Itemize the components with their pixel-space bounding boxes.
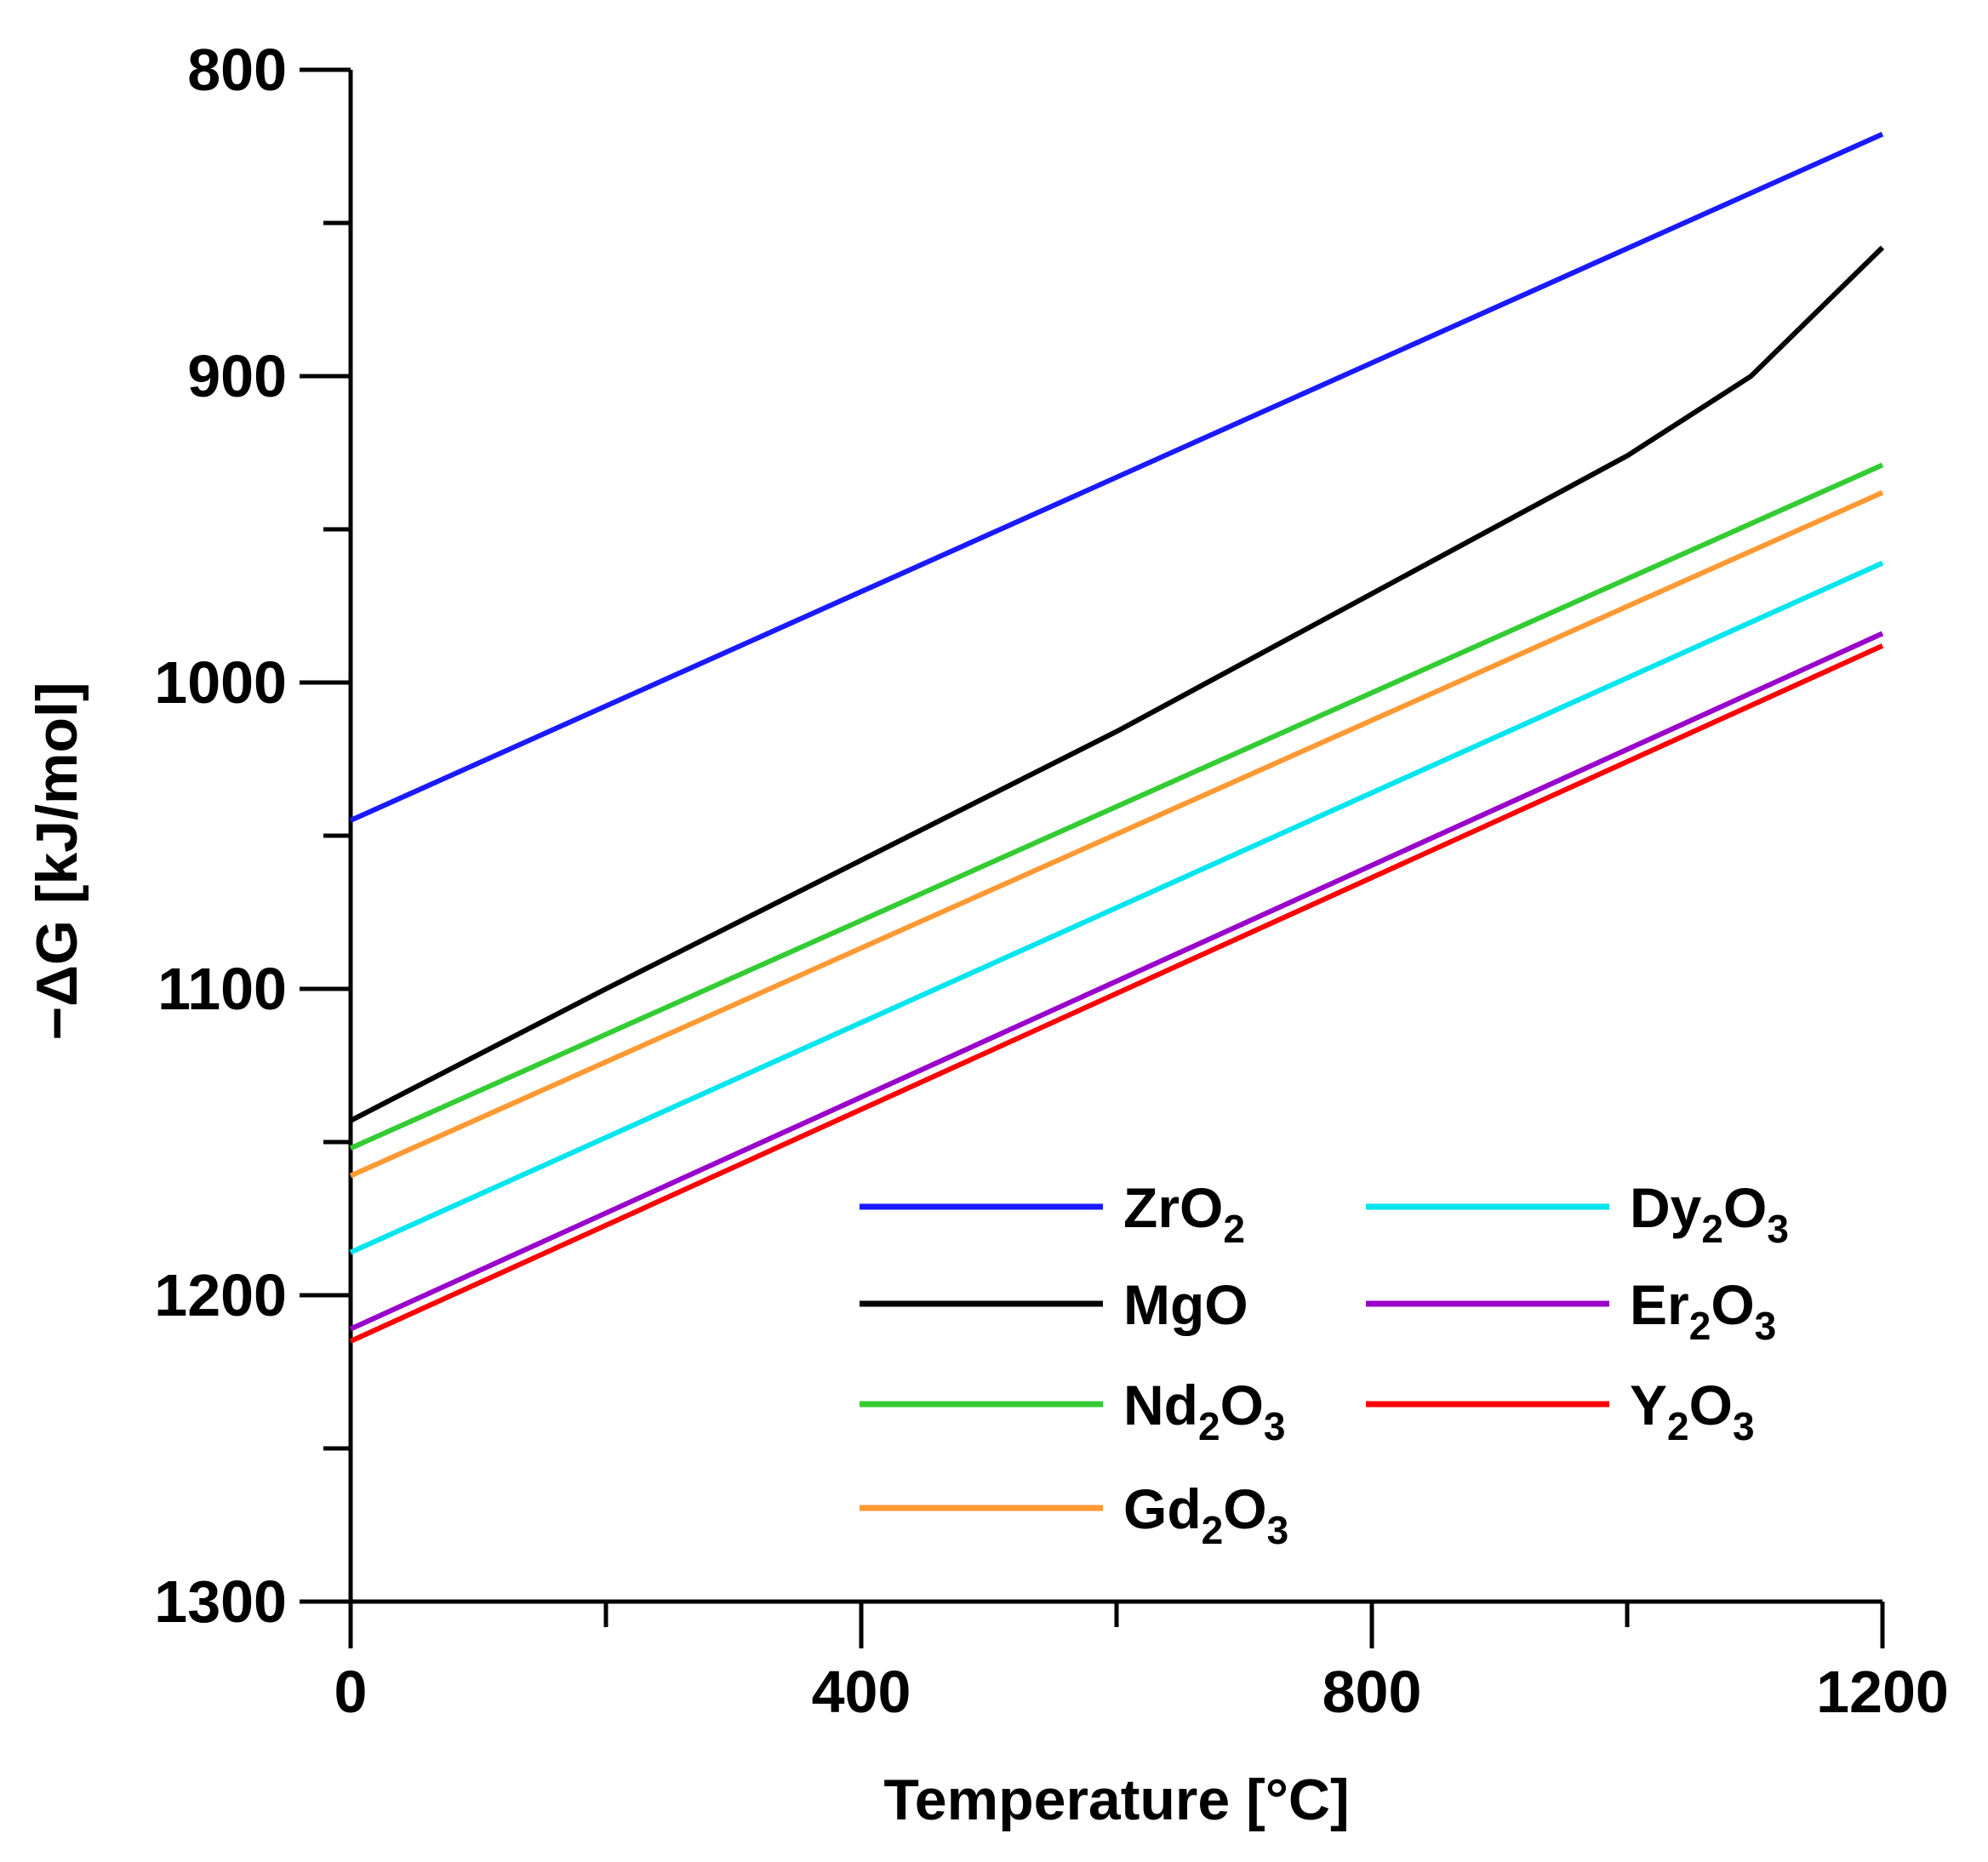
- series-layer: [349, 131, 1885, 1344]
- x-tick-label: 0: [334, 1659, 368, 1725]
- series-line-nd2o3: [349, 462, 1884, 1151]
- legend-label-nd2o3: Nd2O3: [1123, 1374, 1286, 1448]
- y-tick-label: 1000: [154, 649, 287, 716]
- series-line-y2o3: [349, 643, 1884, 1344]
- legend-label-dy2o3: Dy2O3: [1630, 1176, 1789, 1251]
- legend-label-zro2: ZrO2: [1123, 1176, 1245, 1251]
- y-tick-label: 900: [187, 343, 287, 409]
- y-tick-label: 1200: [154, 1262, 287, 1328]
- y-tick-label: 1100: [157, 956, 287, 1022]
- legend-label-gd2o3: Gd2O3: [1123, 1477, 1288, 1552]
- legend-label-er2o3: Er2O3: [1630, 1273, 1776, 1348]
- y-axis-title: −ΔG [kJ/mol]: [25, 682, 89, 1040]
- x-tick-label: 800: [1322, 1659, 1422, 1725]
- y-tick-label: 1300: [154, 1568, 287, 1635]
- x-tick-label: 1200: [1816, 1659, 1949, 1725]
- series-line-dy2o3: [349, 560, 1884, 1255]
- x-axis-title: Temperature [°C]: [883, 1768, 1349, 1832]
- legend-label-mgo: MgO: [1123, 1273, 1248, 1336]
- axes: 800 900 1000 1100 1200 1300 0 400 800 1200: [154, 37, 1949, 1725]
- series-line-er2o3: [349, 631, 1884, 1332]
- series-line-mgo: [349, 245, 1885, 1123]
- series-line-zro2: [349, 131, 1884, 823]
- legend: ZrO2 MgO Nd2O3 Gd2O3 Dy2O3 Er2O3 Y2O3: [860, 1176, 1789, 1552]
- x-tick-label: 400: [812, 1659, 911, 1725]
- y-tick-label: 800: [187, 37, 287, 103]
- series-line-gd2o3: [349, 490, 1884, 1179]
- legend-label-y2o3: Y2O3: [1630, 1374, 1755, 1448]
